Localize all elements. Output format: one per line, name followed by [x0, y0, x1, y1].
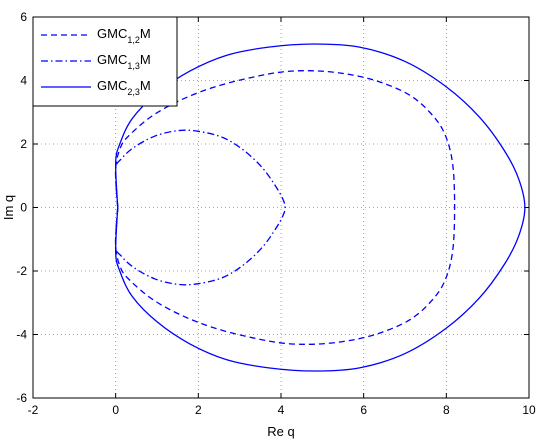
x-tick-label: 10 — [522, 403, 536, 417]
legend-label-tail: M — [140, 52, 151, 67]
series-line-3 — [114, 43, 526, 372]
y-tick-label: -2 — [16, 264, 27, 278]
legend-label-subscript: 1,2 — [127, 35, 140, 45]
y-tick-label: -6 — [16, 391, 27, 405]
x-tick-label: 2 — [195, 403, 202, 417]
x-tick-label: -2 — [28, 403, 39, 417]
legend-label-main: GMC — [97, 26, 127, 41]
series-group — [114, 43, 526, 372]
legend-label-tail: M — [140, 78, 151, 93]
y-tick-label: 6 — [20, 10, 27, 24]
grid — [33, 17, 529, 398]
y-tick-label: 2 — [20, 137, 27, 151]
x-axis-label: Re q — [267, 424, 294, 439]
series-line-1 — [114, 70, 456, 345]
x-tick-label: 6 — [360, 403, 367, 417]
legend-label-3: GMC2,3M — [97, 78, 151, 97]
legend-label-tail: M — [140, 26, 151, 41]
y-tick-label: 4 — [20, 74, 27, 88]
plot-frame — [32, 16, 530, 399]
y-axis-label: Im q — [1, 195, 16, 220]
legend-label-main: GMC — [97, 78, 127, 93]
tick-labels: -2 0 2 4 6 8 10 -6 -4 -2 0 2 4 6 — [16, 10, 536, 417]
legend-label-main: GMC — [97, 52, 127, 67]
y-tick-label: 0 — [20, 201, 27, 215]
series-line-2 — [114, 129, 286, 286]
x-tick-label: 0 — [112, 403, 119, 417]
y-tick-label: -4 — [16, 328, 27, 342]
legend-label-subscript: 2,3 — [127, 87, 140, 97]
legend-label-2: GMC1,3M — [97, 52, 151, 71]
legend-label-subscript: 1,3 — [127, 61, 140, 71]
legend-label-1: GMC1,2M — [97, 26, 151, 45]
x-tick-label: 8 — [443, 403, 450, 417]
x-tick-label: 4 — [278, 403, 285, 417]
